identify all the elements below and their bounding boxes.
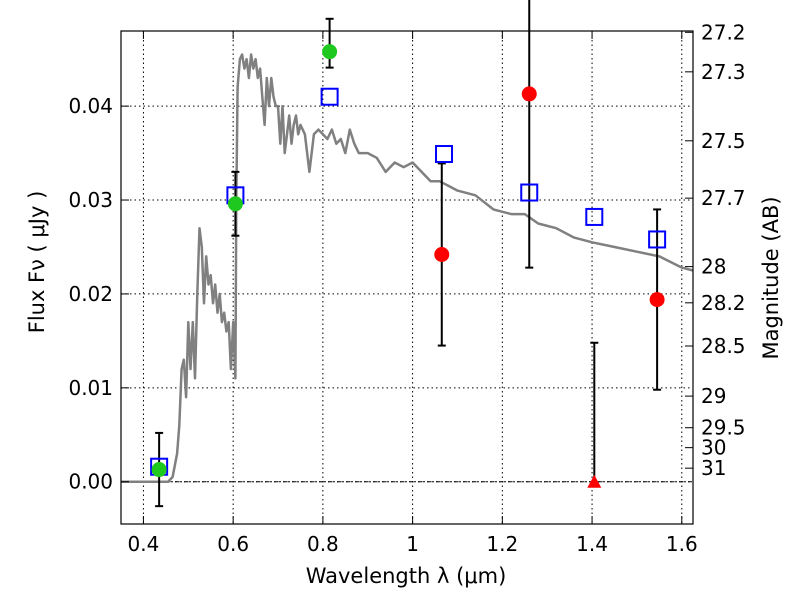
green-circle-marker: [227, 196, 243, 212]
y-tick-label: 0.01: [68, 376, 113, 400]
right-tick-label: 27.5: [701, 129, 746, 153]
right-tick-label: 29.5: [701, 416, 746, 440]
model-sed-line: [121, 53, 694, 483]
green-circle-marker: [322, 44, 338, 60]
model-sed: [121, 53, 694, 483]
square-marker: [648, 230, 667, 249]
square-marker: [520, 183, 539, 202]
right-tick-label: 31: [701, 456, 726, 480]
x-tick-label: 0.4: [128, 532, 160, 556]
y-axis-ticks: 0.00 0.01 0.02 0.03 0.04: [68, 94, 129, 494]
plot-frame: [120, 30, 694, 525]
x-tick-label: 1: [406, 532, 419, 556]
green-circle-marker: [151, 462, 167, 478]
y-tick-label: 0.04: [68, 94, 113, 118]
x-tick-label: 0.6: [217, 532, 249, 556]
error-bars: [155, 0, 662, 508]
right-tick-label: 27.3: [701, 60, 746, 84]
red-circle-marker: [521, 86, 537, 102]
x-tick-label: 0.8: [307, 532, 339, 556]
x-axis-ticks: 0.4 0.6 0.8 1 1.2 1.4 1.6: [128, 31, 698, 556]
triangle-marker: [587, 474, 602, 488]
right-axis-label: Magnitude (AB): [759, 196, 783, 359]
y-tick-label: 0.02: [68, 282, 113, 306]
right-tick-label: 29: [701, 384, 726, 408]
x-tick-label: 1.2: [486, 532, 518, 556]
right-tick-label: 28.2: [701, 291, 746, 315]
x-tick-label: 1.6: [666, 532, 698, 556]
right-tick-label: 28.5: [701, 334, 746, 358]
square-marker: [585, 207, 604, 226]
x-axis-label: Wavelength λ (μm): [306, 564, 507, 588]
y-tick-label: 0.03: [68, 188, 113, 212]
right-tick-label: 28: [701, 255, 726, 279]
right-tick-label: 27.2: [701, 20, 746, 44]
right-tick-label: 30: [701, 436, 726, 460]
red-circle-marker: [434, 246, 450, 262]
red-circle-marker: [649, 292, 665, 308]
square-marker: [320, 87, 339, 106]
x-tick-label: 1.4: [576, 532, 608, 556]
square-marker: [435, 145, 454, 164]
y-tick-label: 0.00: [68, 470, 113, 494]
y-axis-label: Flux Fν ( μJy ): [25, 191, 49, 334]
right-tick-label: 27.7: [701, 186, 746, 210]
data-markers: [150, 44, 667, 488]
